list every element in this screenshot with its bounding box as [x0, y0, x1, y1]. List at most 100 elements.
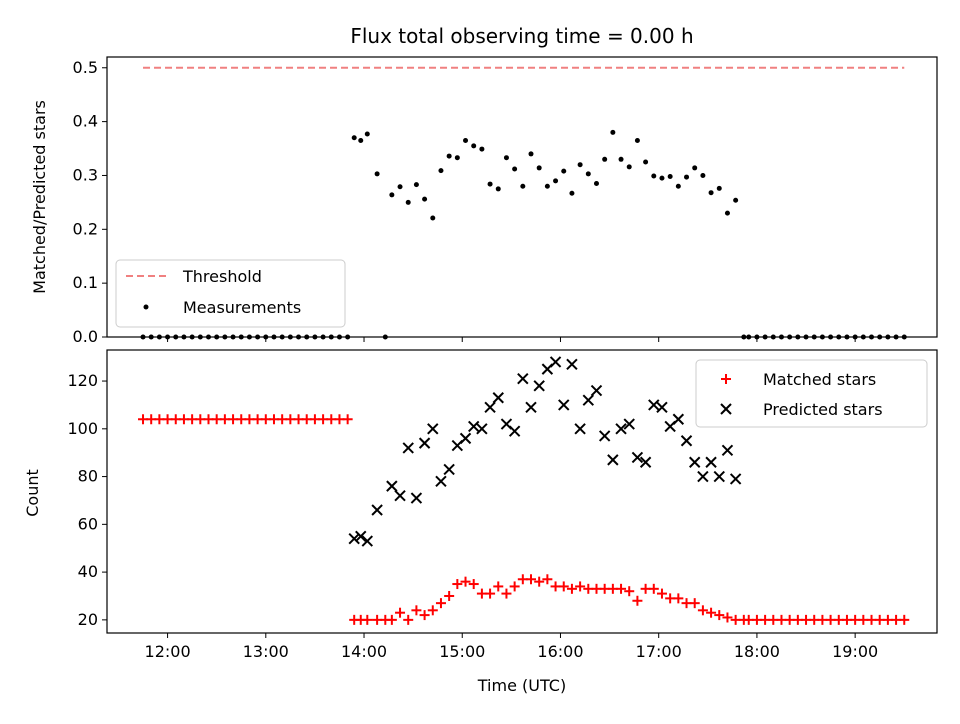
measurement-point — [692, 165, 698, 171]
predicted-star-point-b — [500, 418, 513, 430]
bottom-legend: Matched stars Predicted stars — [695, 359, 928, 428]
matched-star-point — [673, 593, 684, 604]
predicted-star-point-b — [508, 425, 521, 437]
predicted-star-point — [525, 401, 537, 414]
matched-star-point — [468, 579, 479, 590]
matched-star-point — [403, 614, 414, 625]
predicted-star-point — [631, 451, 644, 464]
bottom-x-axis: 12:00 13:00 14:00 15:00 16:00 17:00 18:00 19:00 — [145, 633, 878, 661]
predicted-star-point-b — [689, 456, 701, 468]
measurement-point — [651, 173, 657, 179]
matched-star-point — [899, 614, 910, 625]
measurement-point — [358, 137, 364, 143]
predicted-star-point — [386, 480, 398, 492]
predicted-star-point-b — [533, 380, 545, 392]
measurement-point — [389, 192, 395, 198]
measurement-point — [675, 183, 681, 189]
predicted-star-point — [348, 532, 360, 545]
legend-threshold-label: Threshold — [182, 267, 262, 286]
top-panel: Flux total observing time = 0.00 h 0.00.… — [30, 24, 938, 346]
measurement-point — [659, 175, 665, 181]
measurement-point — [667, 174, 673, 180]
top-y-tick-label: 0.1 — [73, 273, 98, 292]
measurement-point — [569, 190, 575, 196]
legend-measurements-label: Measurements — [183, 298, 301, 317]
predicted-star-point-b — [435, 475, 447, 488]
predicted-star-point-b — [729, 473, 742, 485]
matched-star-point — [342, 414, 353, 425]
top-legend: Threshold Measurements — [115, 259, 346, 328]
predicted-star-point-b — [386, 480, 398, 492]
predicted-star-point — [639, 456, 652, 468]
measurement-point — [585, 171, 591, 177]
measurement-point — [561, 168, 567, 174]
predicted-star-point-b — [582, 394, 595, 406]
bottom-x-tick-label: 16:00 — [537, 642, 583, 661]
top-y-tick-label: 0.4 — [73, 112, 98, 131]
measurement-point — [602, 156, 608, 162]
predicted-star-point-b — [615, 423, 627, 435]
predicted-star-point-b — [492, 392, 504, 404]
matched-star-point — [460, 576, 471, 587]
predicted-star-point-b — [517, 372, 529, 385]
predicted-star-point — [418, 437, 431, 449]
predicted-star-point — [656, 401, 668, 414]
predicted-star-point — [508, 425, 521, 437]
predicted-star-point-b — [476, 423, 488, 435]
predicted-star-point — [361, 535, 374, 547]
matched-star-point — [526, 574, 537, 585]
predicted-star-point-b — [672, 413, 685, 425]
predicted-star-point — [574, 423, 586, 435]
predicted-star-point-b — [639, 456, 652, 468]
measurement-point — [520, 183, 526, 189]
measurement-point — [364, 131, 370, 137]
predicted-star-point — [533, 380, 545, 392]
matched-star-point — [722, 612, 733, 623]
legend-predicted-marker-b — [720, 403, 732, 415]
predicted-star-point — [549, 356, 562, 368]
predicted-star-point-b — [656, 401, 668, 414]
predicted-star-point — [443, 463, 455, 476]
predicted-star-point-b — [607, 454, 619, 466]
measurement-point — [536, 165, 542, 171]
bottom-panel: 20 40 60 80 100 120 12:00 13:00 14:00 15:00 16:00… — [23, 349, 938, 695]
predicted-star-point — [582, 394, 595, 406]
legend-matched-label: Matched stars — [763, 370, 876, 389]
predicted-star-point-b — [361, 535, 374, 547]
measurement-point — [544, 183, 550, 189]
measurement-point — [708, 190, 714, 196]
predicted-star-point — [476, 423, 488, 435]
bottom-x-tick-label: 17:00 — [636, 642, 682, 661]
predicted-star-point — [607, 454, 619, 466]
matched-star-point — [501, 588, 512, 599]
measurement-point — [430, 215, 436, 221]
legend-predicted-swatch — [720, 403, 732, 415]
predicted-star-point-b — [648, 399, 660, 411]
predicted-star-point — [623, 418, 635, 430]
predicted-star-point-b — [549, 356, 562, 368]
matched-star-point — [656, 588, 667, 599]
measurement-point — [626, 164, 632, 170]
bottom-y-axis: 20 40 60 80 100 120 — [67, 371, 107, 629]
matched-star-point — [386, 614, 397, 625]
matched-star-point — [427, 605, 438, 616]
matched-star-point — [395, 607, 406, 618]
bottom-y-tick-label: 100 — [67, 419, 98, 438]
matched-star-point — [714, 610, 725, 621]
measurement-point — [495, 186, 501, 192]
top-legend-box — [115, 259, 346, 328]
top-y-tick-label: 0.2 — [73, 219, 98, 238]
measurement-point — [700, 172, 706, 178]
measurement-point — [471, 143, 477, 149]
predicted-star-point — [672, 413, 685, 425]
top-y-tick-label: 0.0 — [73, 327, 98, 346]
predicted-star-point-b — [713, 470, 725, 483]
legend-predicted-label: Predicted stars — [763, 400, 883, 419]
bottom-y-axis-label: Count — [23, 469, 42, 517]
predicted-star-point — [371, 504, 383, 516]
predicted-star-point-b — [680, 435, 693, 447]
bottom-plot-area — [138, 356, 910, 625]
bottom-legend-box — [695, 359, 928, 428]
predicted-star-point-b — [348, 532, 360, 545]
measurement-point — [438, 168, 444, 174]
